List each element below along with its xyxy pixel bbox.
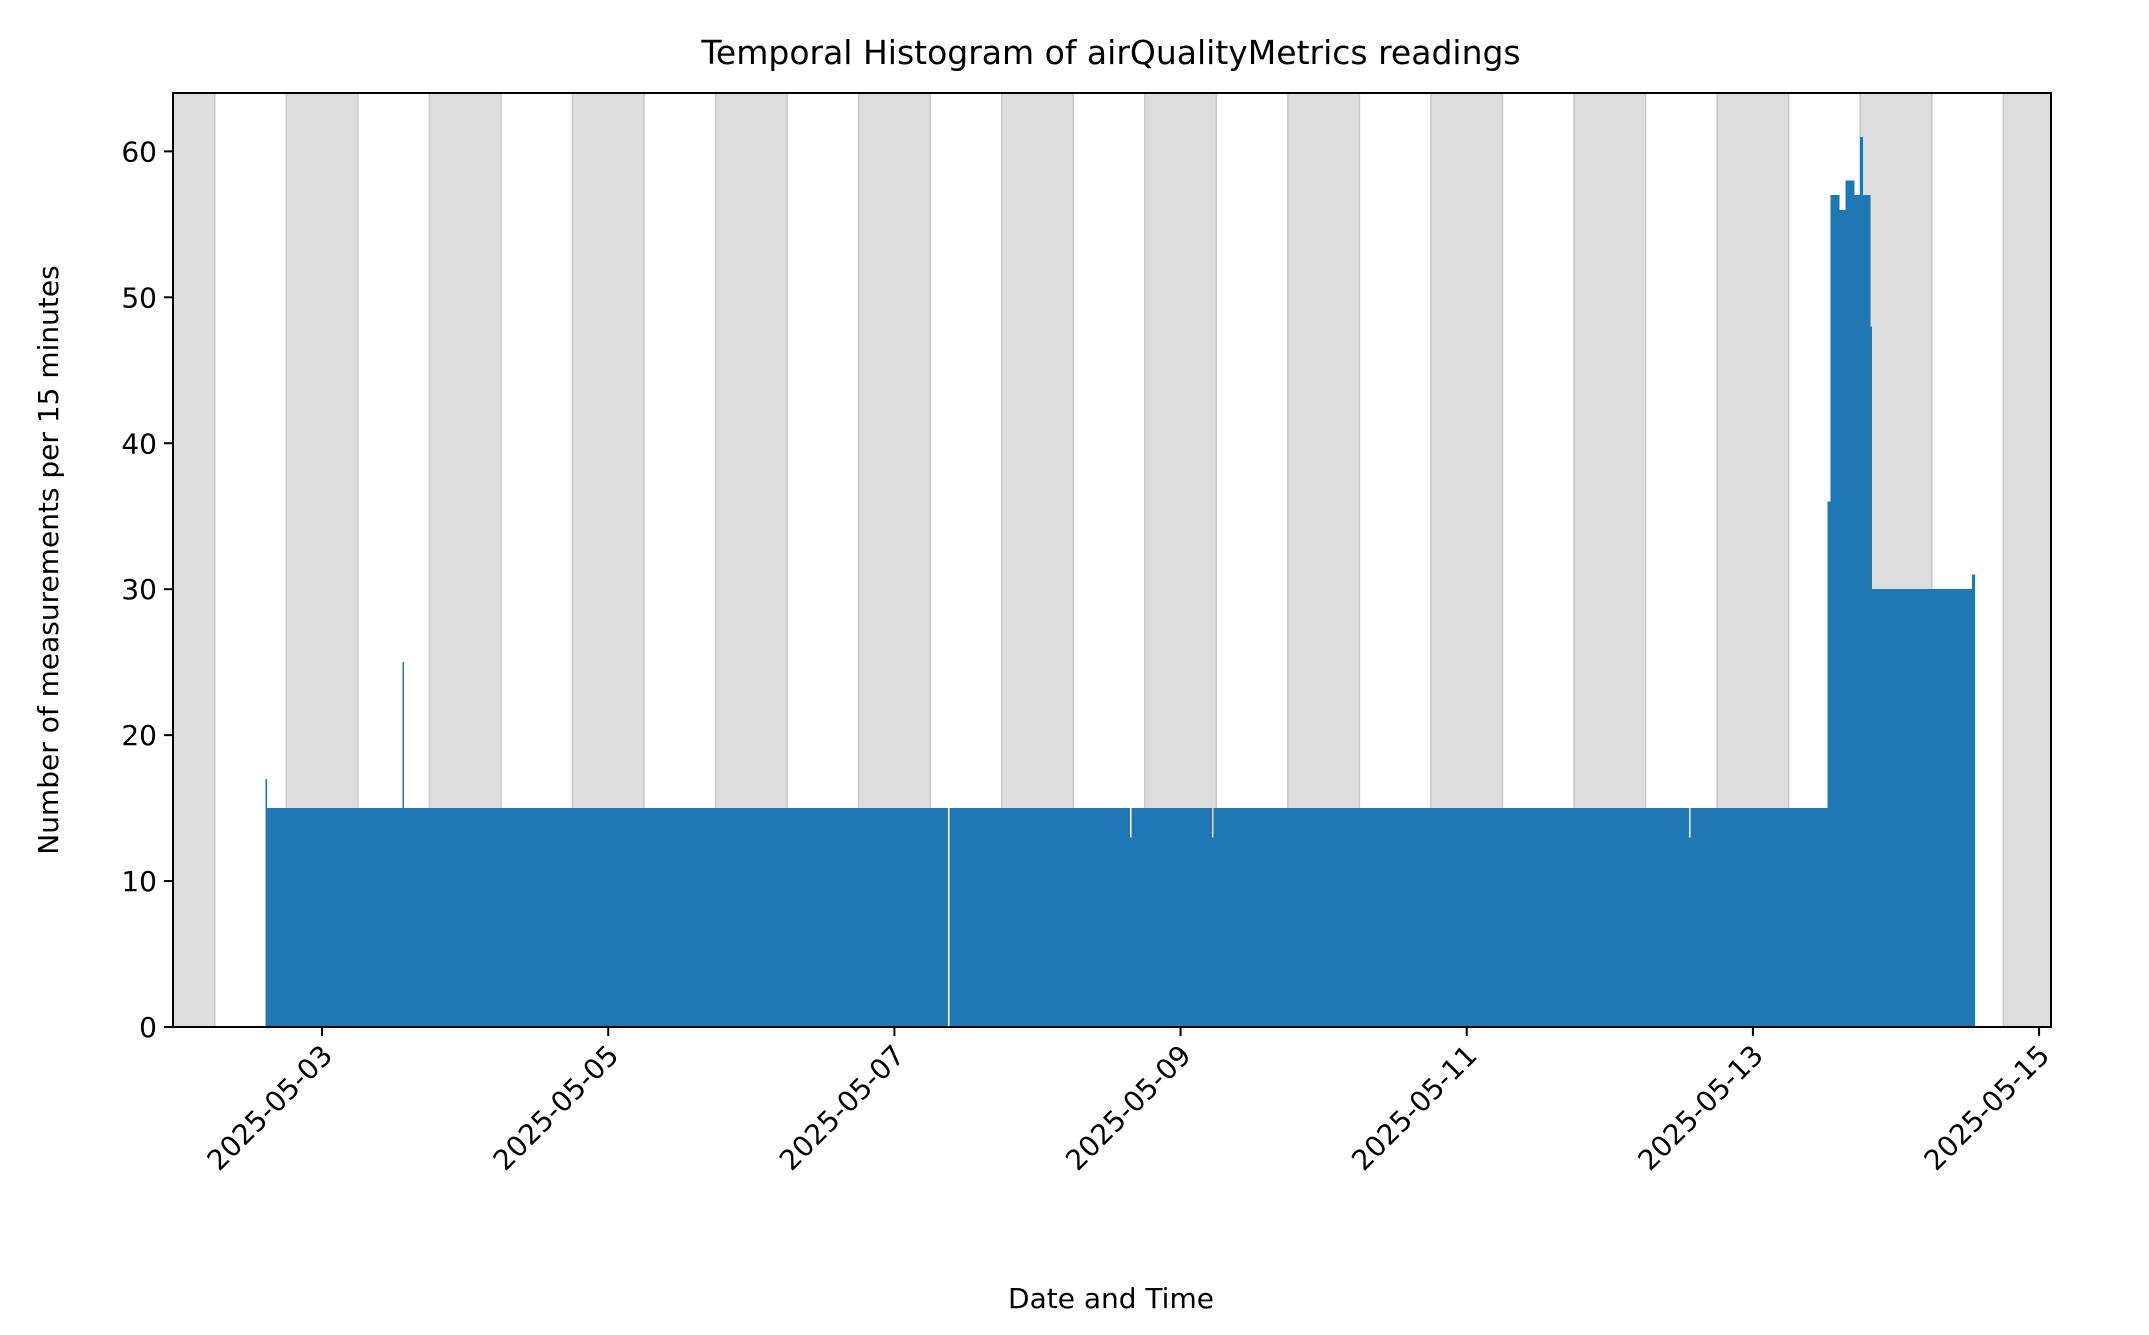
y-axis-ticks: 0 10 20 30 40 50 60	[121, 135, 173, 1044]
histogram-bar	[1870, 326, 1873, 1027]
y-axis-label: Number of measurements per 15 minutes	[32, 265, 65, 854]
y-tick-label: 40	[121, 427, 157, 460]
histogram-bar	[1863, 195, 1871, 1027]
histogram-bar	[1972, 574, 1975, 1027]
histogram-bar	[1845, 180, 1855, 1027]
y-tick-label: 20	[121, 719, 157, 752]
histogram-bar	[1839, 209, 1846, 1027]
histogram-bar	[1131, 808, 1212, 1027]
plot-frame	[172, 92, 2052, 1028]
histogram-bar	[1688, 837, 1691, 1027]
histogram-bar	[402, 662, 405, 1027]
night-shading-band	[172, 92, 216, 1028]
histogram-bar	[1690, 808, 1828, 1027]
histogram-bar	[404, 808, 949, 1027]
histogram-bars	[265, 136, 1975, 1027]
histogram-bar	[1129, 837, 1132, 1027]
histogram-bar	[1860, 136, 1864, 1027]
histogram-bar	[1854, 195, 1861, 1027]
histogram-bar	[265, 778, 267, 1027]
x-axis-label: Date and Time	[1008, 1282, 1214, 1315]
histogram-bar	[1830, 195, 1840, 1027]
histogram-bar	[1827, 501, 1831, 1027]
histogram-bar	[266, 808, 403, 1027]
y-tick-label: 10	[121, 865, 157, 898]
y-tick-label: 60	[121, 135, 157, 168]
chart-title: Temporal Histogram of airQualityMetrics …	[700, 33, 1520, 72]
y-tick-label: 30	[121, 573, 157, 606]
y-tick-label: 50	[121, 281, 157, 314]
histogram-bar	[1211, 837, 1214, 1027]
histogram-bar	[1872, 589, 1973, 1027]
histogram-bar	[949, 808, 1130, 1027]
histogram-bar	[1213, 808, 1689, 1027]
y-tick-label: 0	[139, 1011, 157, 1044]
night-shading-band	[2002, 92, 2052, 1028]
